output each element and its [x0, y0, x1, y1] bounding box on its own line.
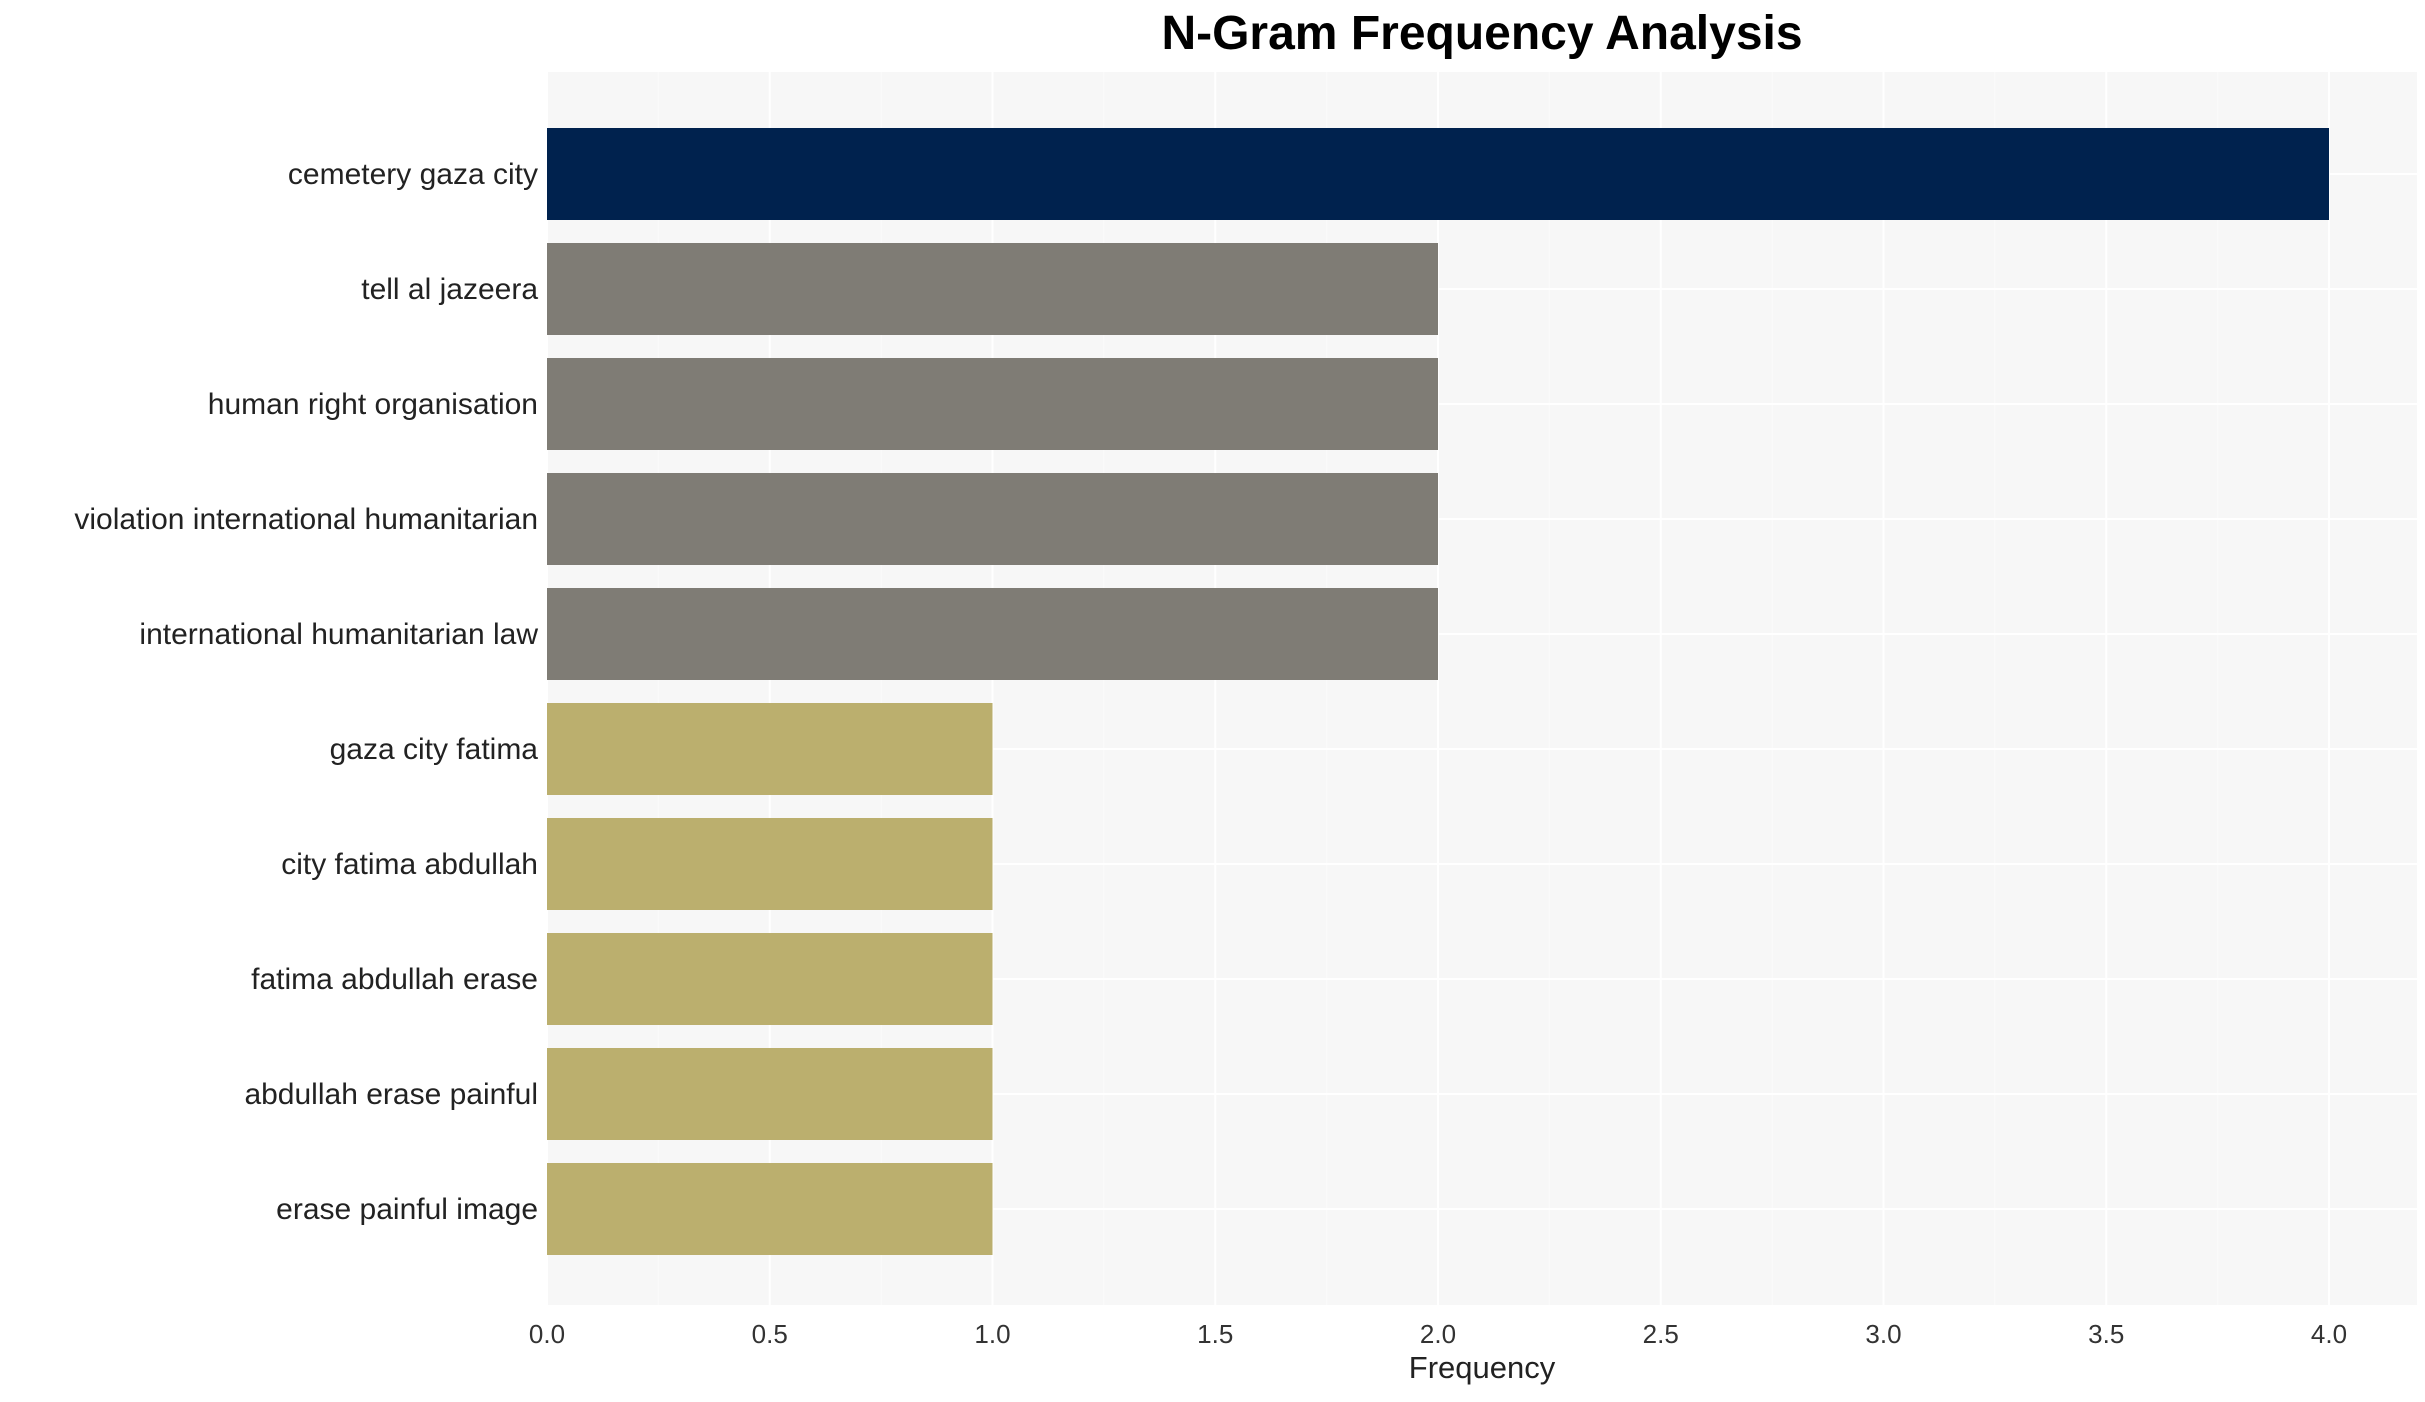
bar: [547, 588, 1438, 680]
bar: [547, 473, 1438, 565]
bar: [547, 128, 2329, 220]
y-tick-label: erase painful image: [276, 1193, 538, 1226]
y-tick-label: gaza city fatima: [330, 733, 539, 766]
x-tick-label: 3.0: [1865, 1319, 1901, 1349]
bar: [547, 1163, 993, 1255]
x-tick-label: 2.0: [1420, 1319, 1456, 1349]
bar: [547, 243, 1438, 335]
x-tick-label: 2.5: [1643, 1319, 1679, 1349]
y-tick-label: violation international humanitarian: [74, 503, 538, 536]
y-tick-label: tell al jazeera: [361, 273, 538, 306]
x-tick-label: 0.0: [529, 1319, 565, 1349]
bar: [547, 703, 993, 795]
y-tick-label: cemetery gaza city: [288, 158, 538, 191]
y-tick-label: abdullah erase painful: [244, 1078, 538, 1111]
x-tick-label: 1.0: [974, 1319, 1010, 1349]
bar: [547, 1048, 993, 1140]
y-tick-label: city fatima abdullah: [281, 848, 538, 881]
x-tick-label: 3.5: [2088, 1319, 2124, 1349]
y-tick-label: human right organisation: [208, 388, 538, 421]
x-axis-label: Frequency: [1408, 1350, 1556, 1385]
chart-title: N-Gram Frequency Analysis: [1161, 7, 1803, 60]
bar: [547, 933, 993, 1025]
y-tick-label: fatima abdullah erase: [251, 963, 538, 996]
bar: [547, 358, 1438, 450]
x-tick-label: 4.0: [2311, 1319, 2347, 1349]
bar: [547, 818, 993, 910]
x-tick-label: 1.5: [1197, 1319, 1233, 1349]
y-tick-label: international humanitarian law: [139, 618, 538, 651]
x-tick-label: 0.5: [752, 1319, 788, 1349]
